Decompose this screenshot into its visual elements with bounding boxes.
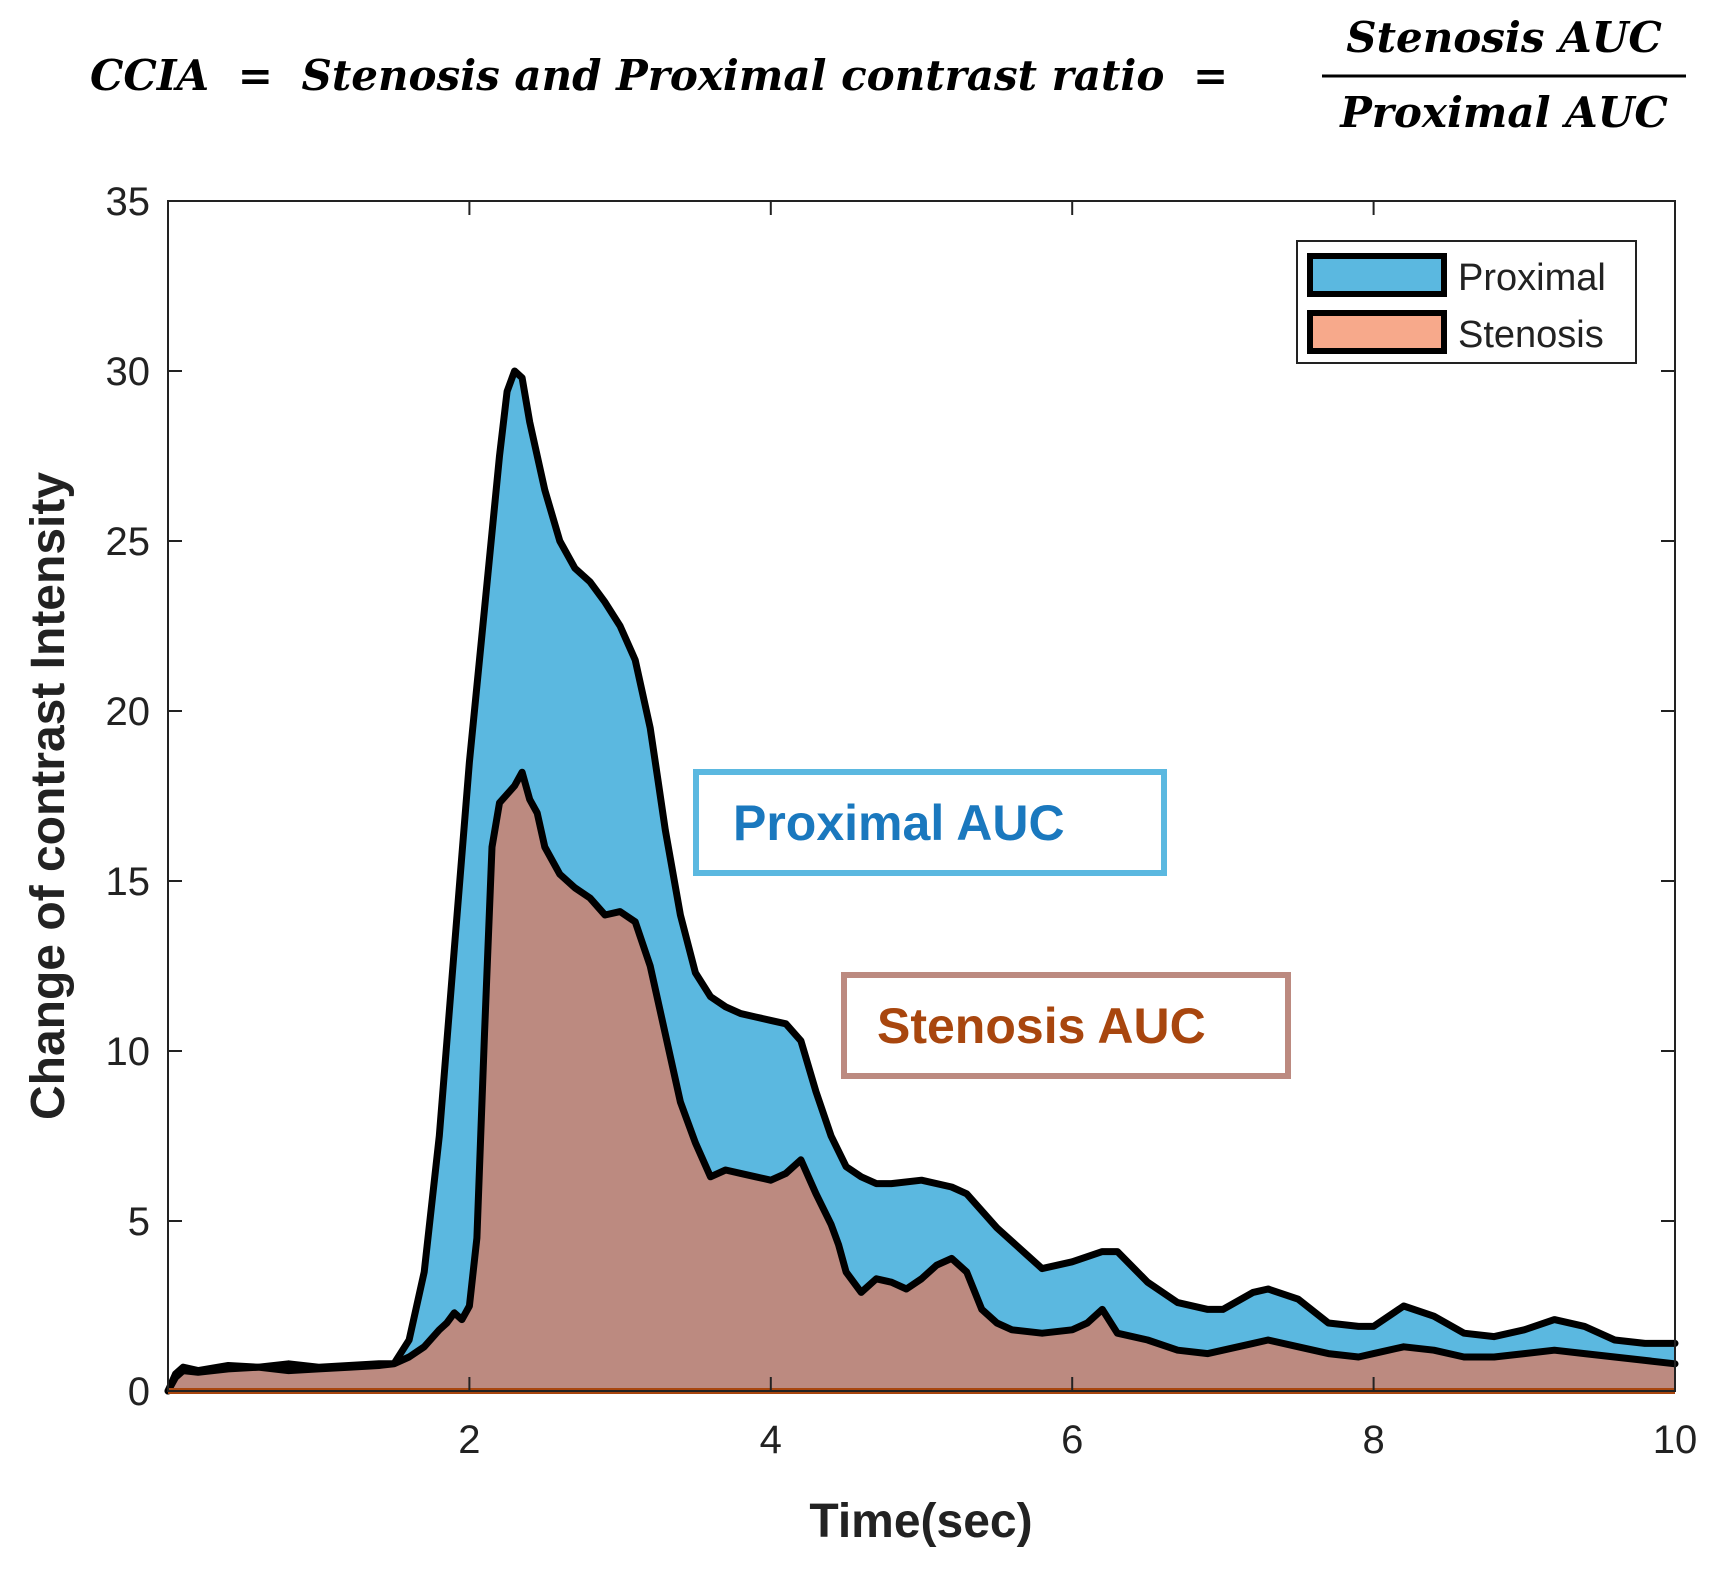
legend-swatch-proximal [1307,253,1447,297]
legend-label-stenosis: Stenosis [1458,314,1604,356]
area-chart: 2 4 6 8 10 0 5 10 15 20 25 30 35 Time(sec) Change of… [22,180,1698,1548]
ccia-formula: CCIA = Stenosis and Proximal contrast ra… [90,13,1686,137]
formula-denominator: Proximal AUC [1339,88,1668,137]
proximal-auc-box [693,769,1167,876]
line-stenosis [164,768,1679,1395]
y-tick-label: 10 [106,1030,151,1074]
x-tick-label: 4 [760,1418,782,1462]
y-tick-label: 5 [128,1200,150,1244]
area-proximal [168,371,1675,1391]
x-tick-label: 2 [458,1418,480,1462]
y-tick-label: 15 [106,860,151,904]
area-stenosis [168,772,1675,1391]
legend-swatch-stenosis [1307,310,1447,354]
svg-text:CCIA = Stenosis and Pr: CCIA = Stenosis and Proximal contrast ra… [90,51,1228,100]
formula-equals-2: = [1193,51,1228,100]
legend-label-proximal: Proximal [1458,257,1606,299]
line-proximal [164,367,1679,1395]
stenosis-auc-label: Stenosis AUC [877,998,1206,1054]
proximal-auc-label: Proximal AUC [733,795,1065,851]
y-tick-label: 30 [106,350,151,394]
y-tick-label: 35 [106,180,151,224]
formula-lhs: CCIA [90,51,209,100]
x-tick-label: 8 [1362,1418,1384,1462]
x-tick-label: 10 [1653,1418,1698,1462]
plot-frame [167,200,1676,1392]
proximal-auc-annotation: Proximal AUC [693,769,1167,876]
y-tick-label: 25 [106,520,151,564]
tick-layer: 2 4 6 8 10 0 5 10 15 20 25 30 35 [106,180,1698,1462]
formula-equals-1: = [238,51,273,100]
area-layer [164,367,1679,1395]
stenosis-auc-annotation: Stenosis AUC [841,972,1291,1079]
legend: Proximal Stenosis [1296,240,1637,364]
x-tick-label: 6 [1061,1418,1083,1462]
formula-numerator: Stenosis AUC [1346,13,1662,62]
y-axis-label: Change of contrast Intensity [22,472,75,1120]
formula-middle: Stenosis and Proximal contrast ratio [302,51,1165,100]
x-axis-label: Time(sec) [809,1495,1032,1548]
y-tick-label: 0 [128,1370,150,1414]
y-tick-label: 20 [106,690,151,734]
stenosis-auc-box [841,972,1291,1079]
